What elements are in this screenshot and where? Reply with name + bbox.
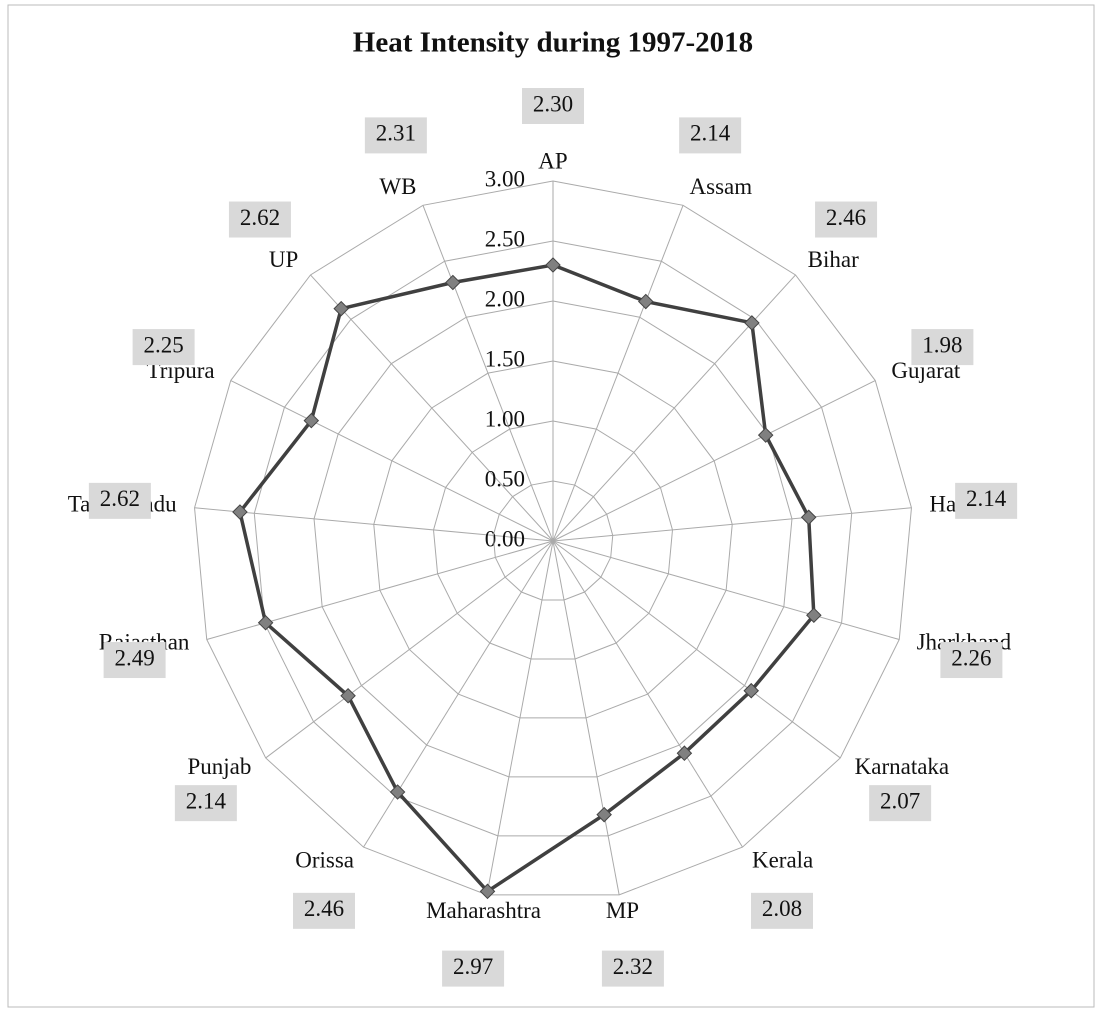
value-label-box (522, 88, 584, 124)
value-label: 2.14 (690, 121, 731, 146)
marker (303, 412, 320, 429)
value-label-box (815, 201, 878, 238)
category-label: Maharashtra (426, 898, 541, 923)
marker (676, 745, 693, 761)
y-tick-label: 2.50 (485, 226, 525, 251)
grid-line (194, 180, 912, 896)
marker (232, 504, 248, 520)
value-label-box (442, 950, 505, 987)
category-label: Bihar (808, 247, 859, 272)
value-label-box (601, 950, 664, 987)
category-label: UP (269, 247, 298, 272)
marker (596, 806, 612, 823)
value-label: 2.25 (143, 332, 183, 357)
grid-line (433, 420, 673, 660)
value-label: 2.31 (376, 121, 416, 146)
marker (340, 687, 356, 704)
value-label: 2.07 (880, 788, 920, 813)
marker (389, 784, 406, 800)
marker (545, 257, 561, 273)
value-label-box (88, 482, 151, 519)
marker (479, 883, 496, 900)
marker (637, 293, 654, 310)
y-tick-label: 3.00 (485, 166, 525, 191)
category-label: Orissa (295, 848, 354, 873)
value-label-box (364, 117, 427, 154)
value-label-box (750, 892, 813, 929)
category-label: MP (606, 898, 639, 923)
value-label: 2.08 (762, 896, 802, 921)
value-label: 2.14 (186, 788, 227, 813)
value-label-box (869, 785, 932, 822)
category-label: WB (379, 174, 416, 199)
value-label: 2.97 (453, 954, 493, 979)
value-label: 2.49 (114, 645, 154, 670)
value-label: 2.32 (613, 954, 653, 979)
category-label: Kerala (752, 848, 813, 873)
grid-line (373, 360, 733, 719)
category-label: AP (538, 148, 567, 173)
marker (743, 682, 760, 699)
value-label: 1.98 (922, 332, 962, 357)
value-label-box (955, 482, 1018, 519)
value-label: 2.30 (533, 91, 573, 116)
value-label: 2.46 (304, 896, 344, 921)
frame (7, 4, 1095, 1008)
y-tick-label: 1.50 (485, 346, 525, 371)
grid-line (253, 240, 853, 837)
y-tick-label: 2.00 (485, 286, 525, 311)
category-label: Punjab (187, 754, 251, 779)
value-label: 2.62 (240, 205, 280, 230)
marker (257, 614, 274, 631)
value-label-box (132, 329, 195, 366)
value-label-box (911, 329, 974, 366)
marker (806, 607, 822, 623)
chart-title: Heat Intensity during 1997-2018 (353, 27, 753, 59)
category-label: Assam (690, 174, 753, 199)
marker (800, 509, 817, 526)
marker (744, 315, 760, 331)
value-label: 2.62 (100, 486, 140, 511)
y-tick-label: 0.50 (485, 466, 525, 491)
marker (757, 427, 774, 443)
value-label-box (174, 785, 237, 822)
value-label: 2.14 (966, 486, 1007, 511)
data-line (238, 263, 816, 894)
y-tick-label: 0.00 (485, 526, 525, 551)
value-label-box (940, 642, 1003, 679)
value-label: 2.26 (951, 645, 991, 670)
value-label: 2.46 (826, 205, 866, 230)
value-label-box (228, 201, 291, 238)
marker (445, 274, 461, 291)
value-label-box (679, 117, 742, 154)
value-label-box (293, 892, 356, 929)
y-tick-label: 1.00 (485, 406, 525, 431)
value-label-box (103, 642, 166, 679)
category-label: Karnataka (855, 754, 950, 779)
grid-line (313, 300, 793, 778)
marker (333, 300, 349, 317)
grid-line (492, 480, 614, 601)
